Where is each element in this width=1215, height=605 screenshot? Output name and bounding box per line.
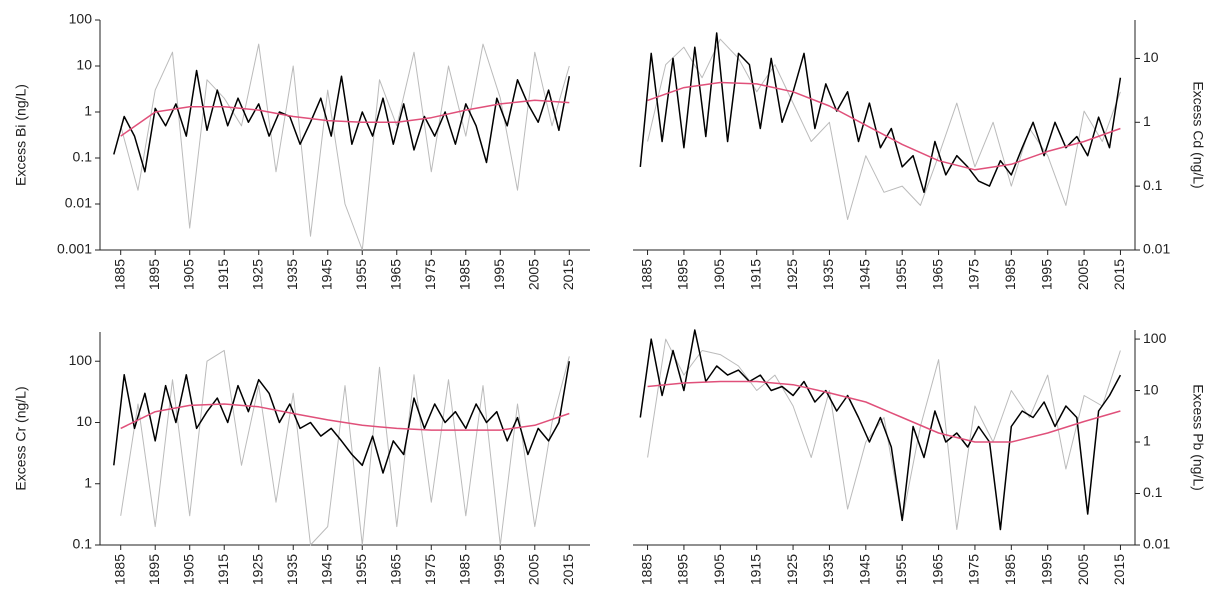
x-tick-label: 1915 (747, 554, 763, 585)
series-line (647, 338, 1121, 530)
x-tick-label: 1995 (491, 554, 507, 585)
x-tick-label: 1895 (675, 554, 691, 585)
x-tick-label: 1995 (1038, 554, 1054, 585)
y-tick-label: 1 (84, 103, 92, 119)
x-tick-label: 1885 (638, 554, 654, 585)
x-tick-label: 1935 (284, 259, 300, 290)
y-tick-label: 0.001 (57, 241, 92, 257)
y-tick-label: 0.1 (1143, 177, 1163, 193)
series-line (647, 81, 1121, 171)
y-tick-label: 10 (1143, 381, 1159, 397)
x-tick-label: 1975 (422, 259, 438, 290)
series-line (639, 32, 1122, 194)
y-tick-label: 0.01 (1143, 536, 1170, 552)
x-tick-label: 1945 (857, 259, 873, 290)
x-tick-label: 2005 (525, 259, 541, 290)
x-tick-label: 1955 (893, 554, 909, 585)
x-tick-label: 1915 (747, 259, 763, 290)
x-tick-label: 1905 (180, 259, 196, 290)
x-tick-label: 1905 (711, 554, 727, 585)
x-tick-label: 2015 (1111, 554, 1127, 585)
x-tick-label: 1965 (387, 554, 403, 585)
x-tick-label: 2005 (1075, 259, 1091, 290)
series-line (639, 329, 1122, 531)
y-tick-label: 1 (1143, 113, 1151, 129)
x-tick-label: 1995 (491, 259, 507, 290)
y-tick-label: 0.1 (73, 149, 93, 165)
y-axis-label: Excess Cd (ng/L) (1190, 81, 1206, 188)
x-tick-label: 1985 (1002, 259, 1018, 290)
x-tick-label: 1895 (146, 259, 162, 290)
x-tick-label: 2015 (560, 554, 576, 585)
y-tick-label: 100 (1143, 330, 1167, 346)
x-tick-label: 1895 (146, 554, 162, 585)
x-tick-label: 1925 (249, 259, 265, 290)
y-tick-label: 100 (69, 11, 93, 27)
y-tick-label: 1 (1143, 433, 1151, 449)
y-axis-label: Excess Bi (ng/L) (13, 84, 29, 186)
x-tick-label: 2005 (525, 554, 541, 585)
x-tick-label: 1965 (929, 554, 945, 585)
x-tick-label: 2015 (1111, 259, 1127, 290)
x-tick-label: 1925 (784, 259, 800, 290)
x-tick-label: 1935 (820, 259, 836, 290)
x-tick-label: 1985 (456, 554, 472, 585)
y-tick-label: 1 (84, 474, 92, 490)
x-tick-label: 1955 (893, 259, 909, 290)
x-tick-label: 1965 (929, 259, 945, 290)
x-tick-label: 1975 (966, 554, 982, 585)
series-line (647, 380, 1121, 443)
y-tick-label: 10 (76, 413, 92, 429)
series-line (120, 349, 570, 546)
x-tick-label: 1955 (353, 554, 369, 585)
series-line (113, 69, 571, 173)
y-tick-label: 0.01 (1143, 241, 1170, 257)
x-tick-label: 1885 (111, 554, 127, 585)
x-tick-label: 1935 (820, 554, 836, 585)
y-tick-label: 10 (1143, 49, 1159, 65)
x-tick-label: 1955 (353, 259, 369, 290)
x-tick-label: 1915 (215, 554, 231, 585)
x-tick-label: 1885 (111, 259, 127, 290)
series-line (120, 43, 570, 251)
x-tick-label: 1915 (215, 259, 231, 290)
x-tick-label: 1905 (180, 554, 196, 585)
x-tick-label: 1945 (318, 259, 334, 290)
x-tick-label: 1905 (711, 259, 727, 290)
x-tick-label: 1985 (1002, 554, 1018, 585)
series-line (647, 38, 1121, 220)
x-tick-label: 1935 (284, 554, 300, 585)
x-tick-label: 2015 (560, 259, 576, 290)
series-line (120, 403, 570, 431)
x-tick-label: 2005 (1075, 554, 1091, 585)
x-tick-label: 1965 (387, 259, 403, 290)
x-tick-label: 1995 (1038, 259, 1054, 290)
series-line (120, 99, 570, 137)
y-tick-label: 10 (76, 57, 92, 73)
x-tick-label: 1975 (966, 259, 982, 290)
x-tick-label: 1925 (784, 554, 800, 585)
y-tick-label: 0.01 (65, 195, 92, 211)
x-tick-label: 1945 (857, 554, 873, 585)
series-line (113, 361, 571, 474)
x-tick-label: 1945 (318, 554, 334, 585)
x-tick-label: 1975 (422, 554, 438, 585)
y-axis-label: Excess Pb (ng/L) (1190, 384, 1206, 491)
y-tick-label: 0.1 (1143, 484, 1163, 500)
y-tick-label: 0.1 (73, 536, 93, 552)
x-tick-label: 1985 (456, 259, 472, 290)
x-tick-label: 1895 (675, 259, 691, 290)
x-tick-label: 1885 (638, 259, 654, 290)
y-axis-label: Excess Cr (ng/L) (13, 386, 29, 490)
y-tick-label: 100 (69, 352, 93, 368)
x-tick-label: 1925 (249, 554, 265, 585)
